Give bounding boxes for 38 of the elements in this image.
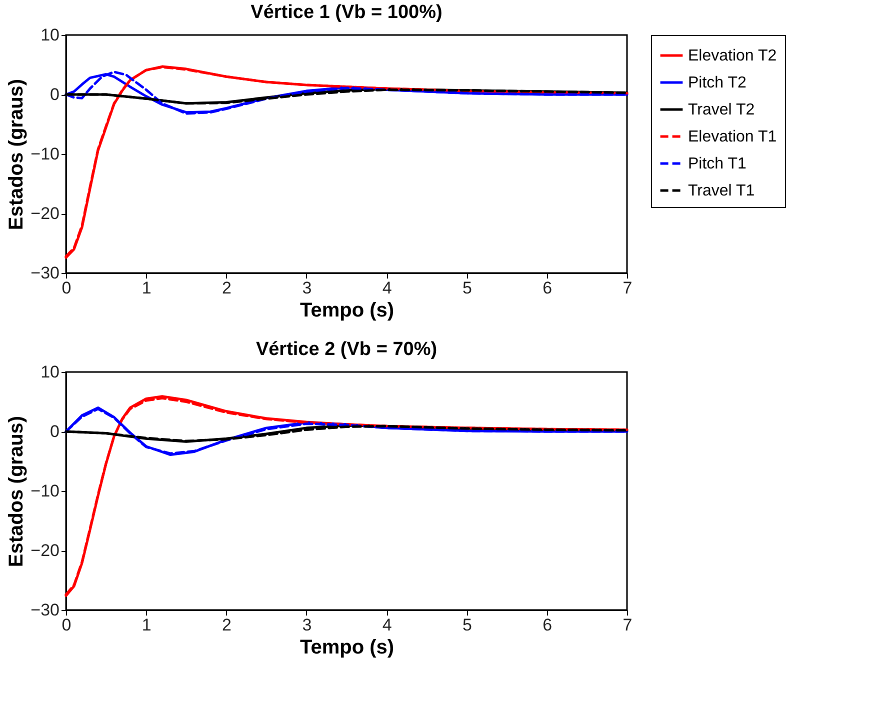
y-tick-label: −10 xyxy=(30,144,60,164)
x-tick-label: 0 xyxy=(62,278,72,298)
y-tick-label: 10 xyxy=(40,362,60,382)
x-tick-label: 6 xyxy=(542,616,552,634)
y-axis-title: Estados (graus) xyxy=(6,416,28,568)
x-tick-label: 0 xyxy=(62,616,72,634)
legend-label: Elevation T1 xyxy=(688,128,777,146)
legend-label: Travel T1 xyxy=(688,182,755,200)
x-tick-label: 6 xyxy=(542,278,552,298)
x-tick-label: 2 xyxy=(222,278,232,298)
legend-label: Travel T2 xyxy=(688,102,755,118)
x-tick-label: 3 xyxy=(302,616,312,634)
y-tick-label: 0 xyxy=(50,422,60,441)
x-tick-label: 3 xyxy=(302,278,312,298)
y-tick-label: −30 xyxy=(30,600,60,620)
y-tick-label: 10 xyxy=(40,26,60,44)
y-tick-label: −30 xyxy=(30,264,60,282)
chart-title: Vértice 1 (Vb = 100%) xyxy=(250,2,442,23)
x-tick-label: 4 xyxy=(382,278,392,298)
x-axis-title: Tempo (s) xyxy=(300,636,394,658)
x-tick-label: 1 xyxy=(142,616,152,634)
y-axis-title: Estados (graus) xyxy=(6,78,28,230)
chart-title: Vértice 2 (Vb = 70%) xyxy=(256,339,438,360)
x-tick-label: 5 xyxy=(462,278,472,298)
legend-label: Pitch T2 xyxy=(688,74,746,92)
y-tick-label: −10 xyxy=(30,482,60,500)
x-axis-title: Tempo (s) xyxy=(300,300,394,322)
x-tick-label: 7 xyxy=(622,278,632,298)
x-tick-label: 2 xyxy=(222,616,232,634)
x-tick-label: 1 xyxy=(142,278,152,298)
legend-label: Pitch T1 xyxy=(688,156,746,172)
x-tick-label: 5 xyxy=(462,616,472,634)
y-tick-label: −20 xyxy=(30,541,60,560)
x-tick-label: 4 xyxy=(382,616,392,634)
y-tick-label: −20 xyxy=(30,204,60,223)
x-tick-label: 7 xyxy=(622,616,632,634)
y-tick-label: 0 xyxy=(50,85,60,104)
legend-label: Elevation T2 xyxy=(688,48,777,64)
